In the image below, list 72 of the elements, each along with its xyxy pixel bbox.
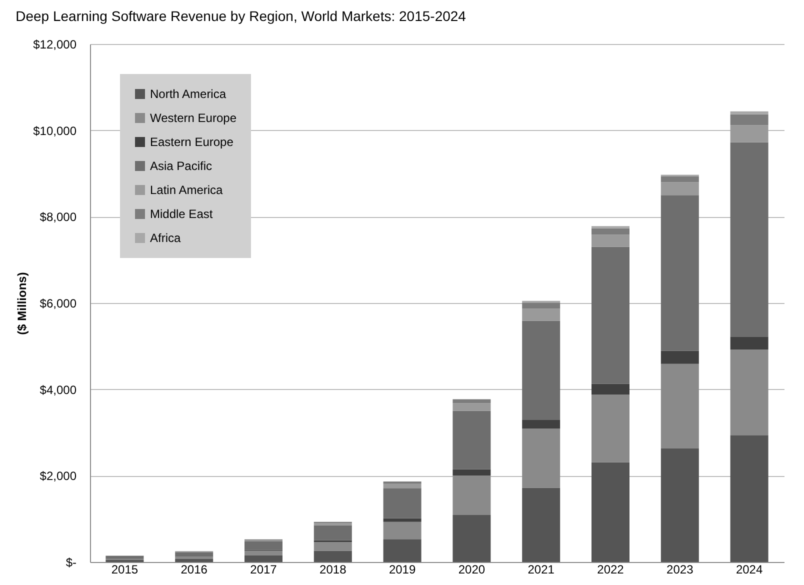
bar — [660, 195, 699, 351]
bar — [522, 320, 560, 420]
x-tick-label: 2022 — [597, 562, 624, 576]
bar — [660, 364, 699, 448]
bar — [106, 556, 144, 559]
legend-label: North America — [150, 87, 226, 101]
bar — [244, 550, 282, 556]
bar — [660, 350, 699, 364]
x-tick-label: 2023 — [666, 562, 694, 576]
bar — [730, 114, 768, 126]
x-tick-label: 2015 — [111, 562, 138, 576]
bar — [244, 541, 282, 550]
bar — [383, 488, 422, 518]
bar — [452, 469, 491, 476]
y-tick-label: $12,000 — [33, 38, 77, 52]
x-tick-label: 2021 — [528, 562, 555, 576]
bar — [452, 399, 491, 404]
legend-label: Western Europe — [150, 111, 237, 125]
bar — [730, 111, 768, 114]
bar — [522, 308, 560, 321]
y-tick-label: $8,000 — [40, 210, 77, 224]
x-tick-label: 2018 — [320, 562, 347, 576]
bar — [314, 542, 352, 551]
x-tick-label: 2016 — [180, 562, 208, 576]
legend-label: Africa — [150, 231, 181, 245]
bar — [592, 234, 630, 247]
bar — [383, 484, 422, 488]
bar — [592, 228, 630, 235]
bar — [730, 350, 768, 436]
bar — [452, 410, 491, 470]
bar — [730, 435, 768, 562]
bar — [592, 384, 630, 395]
bar — [175, 558, 214, 562]
bar — [383, 481, 422, 484]
bar — [730, 125, 768, 142]
x-tick-label: 2020 — [458, 562, 486, 576]
y-tick-label: $4,000 — [40, 382, 77, 397]
bar — [452, 476, 491, 515]
y-tick-label: $2,000 — [40, 469, 77, 484]
bar — [592, 246, 630, 384]
legend-label: Latin America — [150, 183, 224, 197]
bar — [175, 552, 214, 556]
bar — [452, 403, 491, 411]
bar — [314, 550, 352, 562]
chart-title: Deep Learning Software Revenue by Region, World Markets: 2015-2024 — [16, 8, 466, 24]
bar — [522, 428, 560, 488]
legend-label: Middle East — [150, 207, 214, 221]
bar — [660, 182, 699, 196]
bar — [522, 488, 560, 562]
legend-label: Asia Pacific — [150, 159, 212, 173]
bar — [592, 462, 630, 562]
x-tick-label: 2017 — [250, 562, 278, 576]
y-tick-label: $- — [66, 556, 76, 570]
bar — [522, 420, 560, 429]
bar — [660, 448, 699, 562]
bar — [314, 525, 352, 540]
bar — [660, 176, 699, 182]
x-tick-label: 2019 — [388, 562, 416, 576]
bar — [522, 302, 560, 309]
bar — [244, 556, 282, 562]
bar — [592, 394, 630, 462]
bar — [383, 539, 422, 562]
x-tick-label: 2024 — [736, 562, 763, 576]
legend-label: Eastern Europe — [150, 135, 234, 149]
bar — [730, 142, 768, 337]
y-axis-title: ($ Millions) — [15, 272, 30, 335]
bar — [452, 514, 491, 562]
y-tick-label: $6,000 — [40, 296, 77, 310]
bar — [383, 518, 422, 522]
bar — [730, 336, 768, 350]
y-tick-label: $10,000 — [33, 124, 77, 138]
bar — [383, 522, 422, 540]
